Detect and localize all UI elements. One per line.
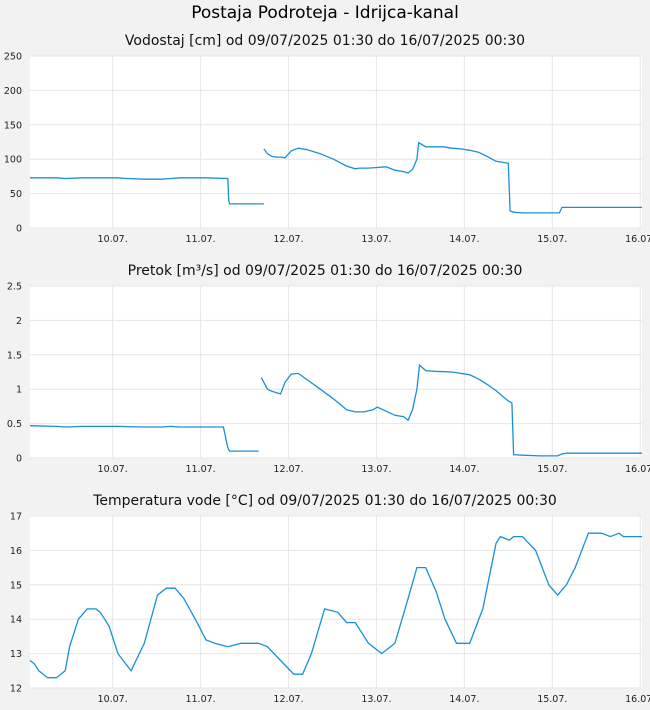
x-tick-label: 11.07. [185, 234, 215, 245]
y-tick-label: 2.5 [7, 282, 22, 293]
x-tick-label: 10.07. [98, 234, 128, 245]
x-tick-label: 15.07. [537, 694, 567, 705]
series-line [260, 363, 642, 457]
series-line [263, 141, 642, 214]
x-tick-label: 13.07. [361, 694, 391, 705]
y-tick-label: 12 [10, 684, 22, 695]
y-tick-label: 200 [4, 86, 22, 97]
y-tick-label: 16 [10, 546, 22, 557]
plot-area [30, 286, 642, 458]
x-tick-label: 14.07. [449, 464, 479, 475]
x-tick-label: 16.07. [625, 464, 650, 475]
plot-area [30, 56, 642, 228]
chart-3: Temperatura vode [°C] od 09/07/2025 01:3… [10, 493, 650, 705]
x-tick-label: 12.07. [273, 464, 303, 475]
y-tick-label: 2 [16, 316, 22, 327]
x-tick-label: 11.07. [185, 694, 215, 705]
y-tick-label: 100 [4, 155, 22, 166]
page-title: Postaja Podroteja - Idrijca-kanal [191, 3, 459, 23]
y-tick-label: 50 [10, 189, 22, 200]
y-tick-label: 0 [16, 454, 22, 465]
x-tick-label: 15.07. [537, 234, 567, 245]
x-tick-label: 10.07. [98, 694, 128, 705]
chart-title: Pretok [m³/s] od 09/07/2025 01:30 do 16/… [128, 263, 523, 279]
chart-title: Vodostaj [cm] od 09/07/2025 01:30 do 16/… [125, 33, 525, 49]
y-tick-label: 0 [16, 224, 22, 235]
series-line [29, 425, 259, 452]
x-tick-label: 15.07. [537, 464, 567, 475]
x-tick-label: 11.07. [185, 464, 215, 475]
chart-2: Pretok [m³/s] od 09/07/2025 01:30 do 16/… [7, 263, 650, 475]
x-tick-label: 12.07. [273, 694, 303, 705]
y-tick-label: 13 [10, 649, 22, 660]
y-tick-label: 0.5 [7, 419, 22, 430]
x-tick-label: 14.07. [449, 694, 479, 705]
y-tick-label: 150 [4, 120, 22, 131]
chart-1: Vodostaj [cm] od 09/07/2025 01:30 do 16/… [4, 33, 650, 245]
y-tick-label: 1 [16, 385, 22, 396]
y-tick-label: 1.5 [7, 350, 22, 361]
x-tick-label: 16.07. [625, 694, 650, 705]
x-tick-label: 16.07. [625, 234, 650, 245]
x-tick-label: 10.07. [98, 464, 128, 475]
plot-area [30, 516, 642, 688]
y-tick-label: 250 [4, 52, 22, 63]
x-tick-label: 12.07. [273, 234, 303, 245]
y-tick-label: 15 [10, 580, 22, 591]
x-tick-label: 13.07. [361, 234, 391, 245]
series-line [30, 177, 264, 205]
y-tick-label: 17 [10, 512, 22, 523]
y-tick-label: 14 [10, 615, 22, 626]
chart-title: Temperatura vode [°C] od 09/07/2025 01:3… [92, 493, 557, 509]
x-tick-label: 14.07. [449, 234, 479, 245]
series-line [29, 532, 642, 679]
x-tick-label: 13.07. [361, 464, 391, 475]
